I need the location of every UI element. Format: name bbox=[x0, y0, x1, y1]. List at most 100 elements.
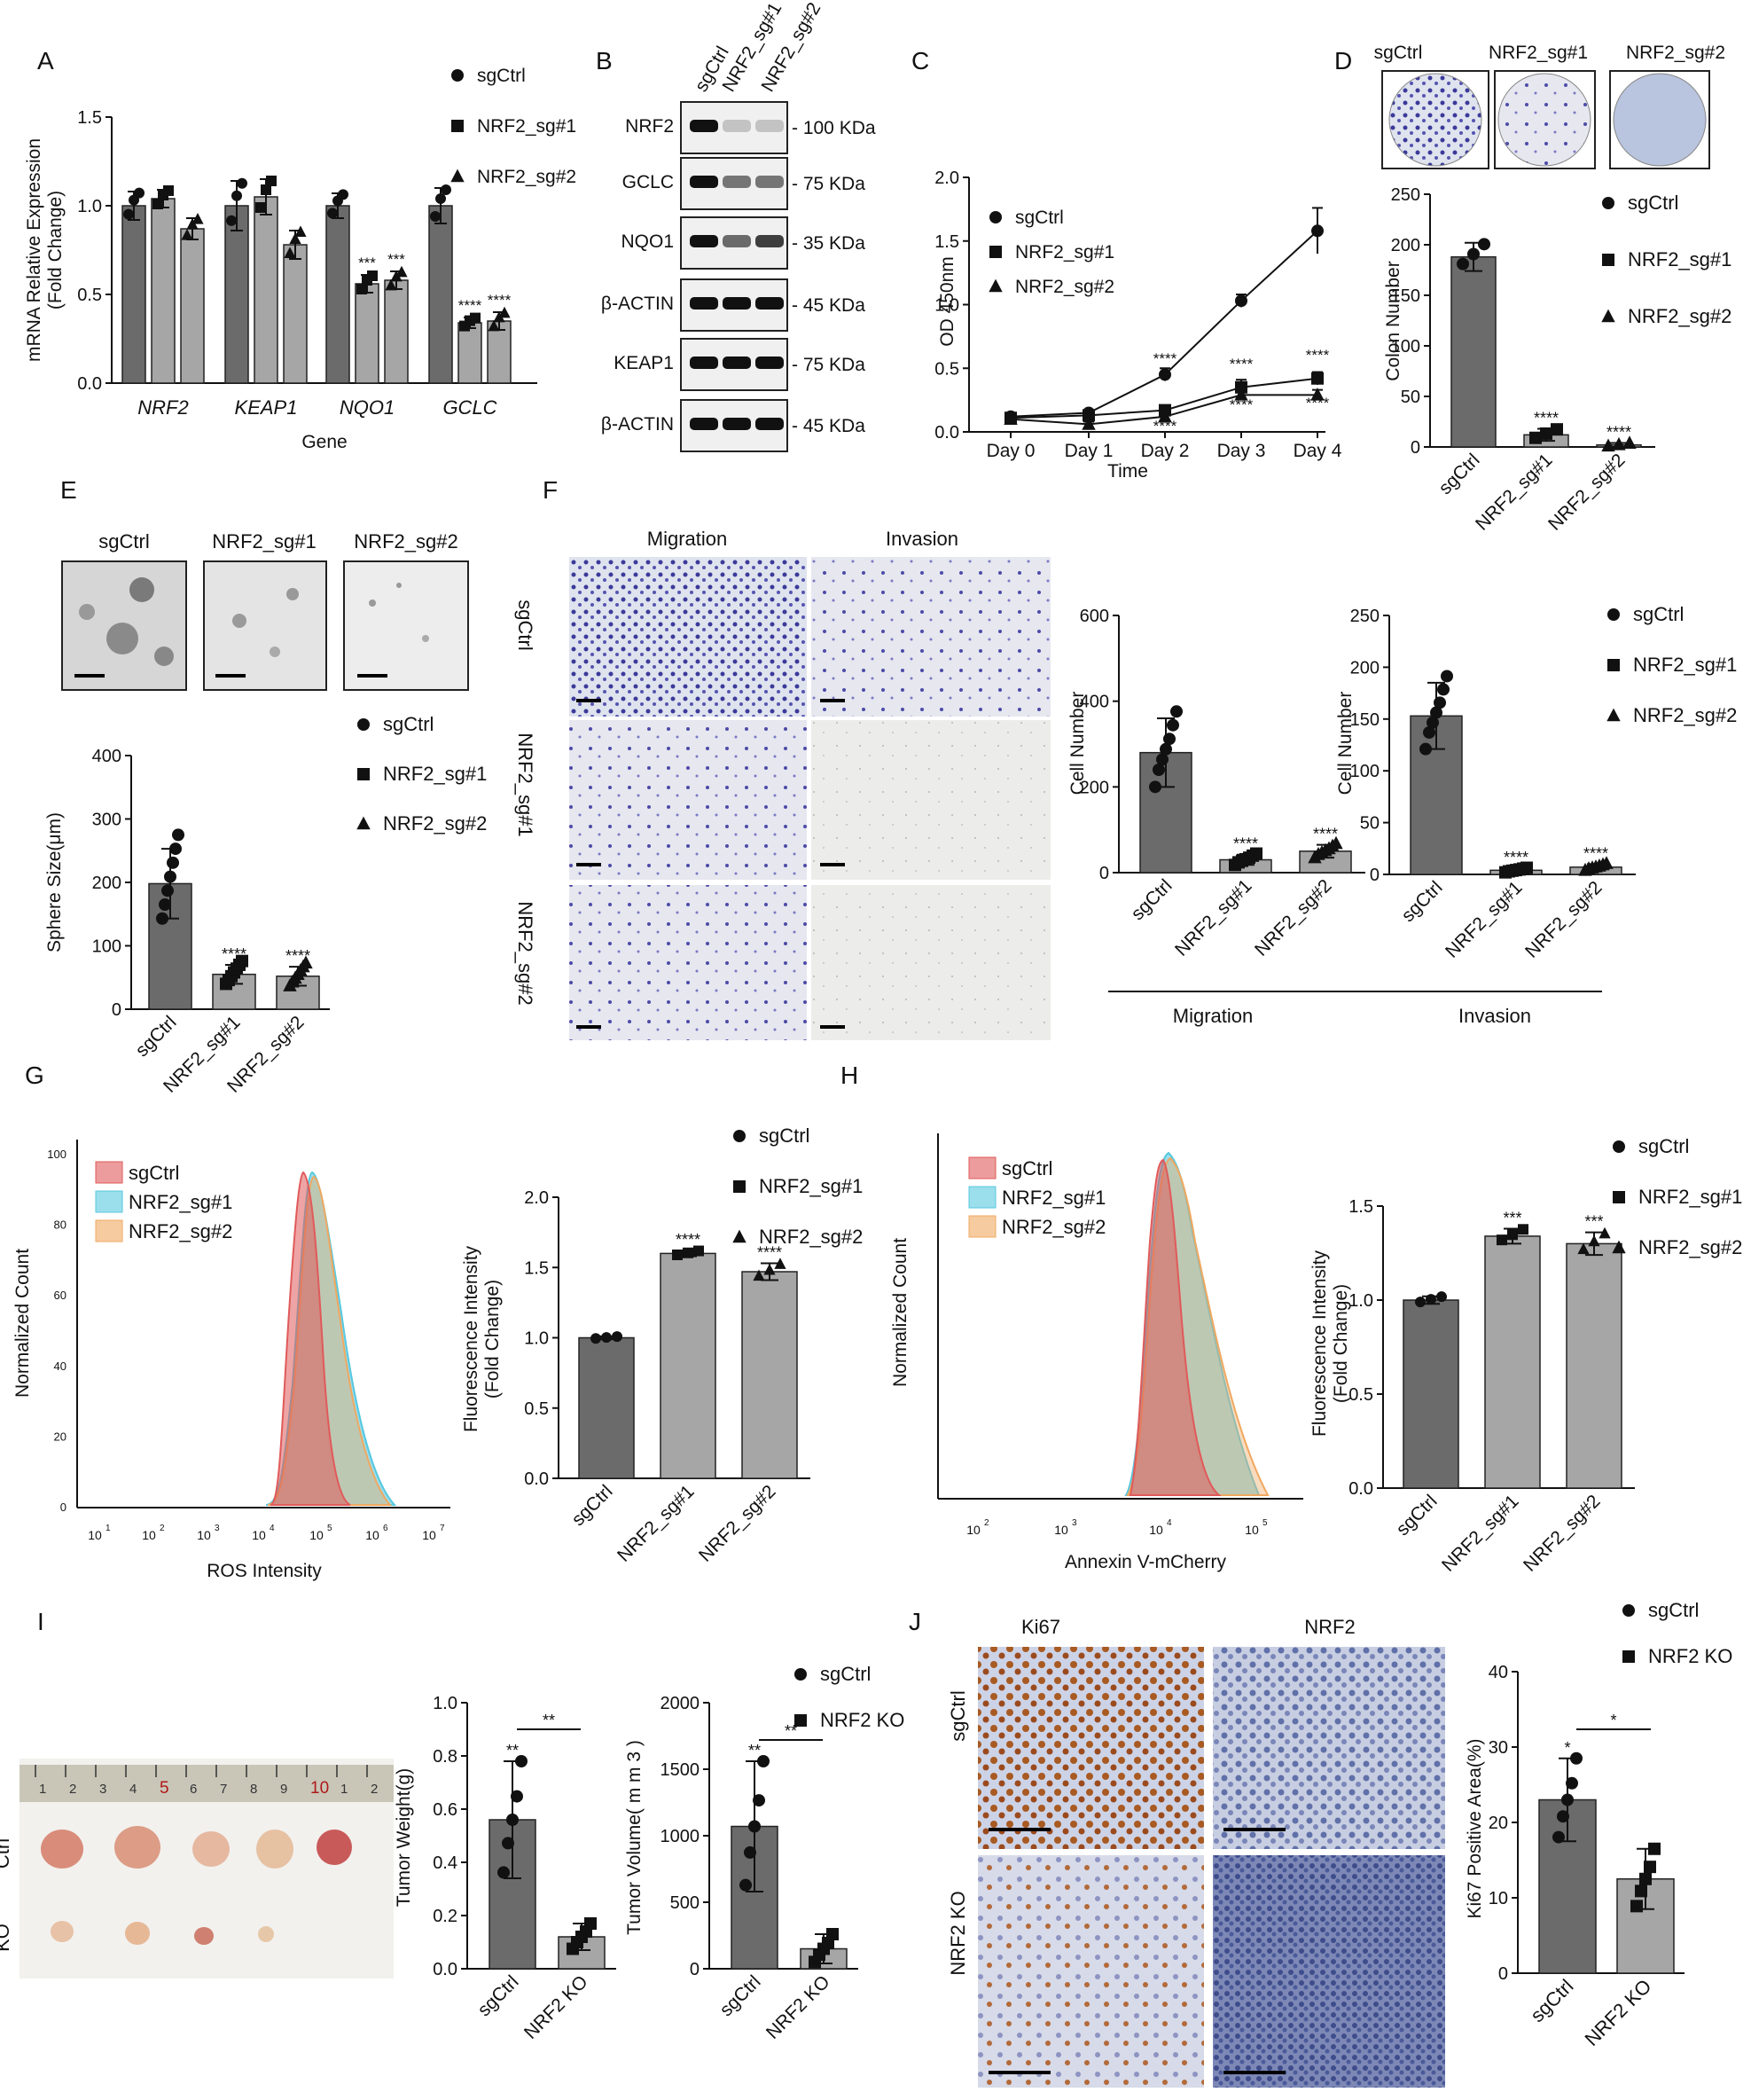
significance-label: **** bbox=[1534, 409, 1559, 427]
x-tick-exponent: 6 bbox=[383, 1524, 388, 1533]
data-point bbox=[1437, 683, 1450, 696]
y-axis-label-line: OD 450nm bbox=[937, 256, 958, 347]
legend-marker bbox=[450, 168, 465, 183]
panel-letter-c: C bbox=[911, 47, 929, 74]
data-point bbox=[826, 1928, 839, 1940]
x-tick-label: NRF2 KO bbox=[1580, 1975, 1655, 2050]
blot-row-label: KEAP1 bbox=[614, 353, 674, 373]
significance-label: *** bbox=[1503, 1209, 1521, 1226]
tumor bbox=[317, 1830, 352, 1865]
data-point bbox=[1599, 1226, 1611, 1239]
transwell-image bbox=[569, 557, 807, 717]
data-point bbox=[1630, 1900, 1643, 1913]
data-point bbox=[327, 208, 338, 219]
legend-label: NRF2_sg#2 bbox=[1628, 305, 1731, 327]
data-point bbox=[1310, 387, 1325, 401]
blot-band bbox=[690, 176, 718, 188]
bar bbox=[384, 279, 409, 384]
data-point bbox=[488, 319, 500, 332]
transwell-image bbox=[811, 720, 1051, 880]
ruler-number: 7 bbox=[220, 1782, 227, 1797]
legend-label: sgCtrl bbox=[759, 1124, 809, 1147]
data-point bbox=[261, 184, 271, 195]
plate-label: sgCtrl bbox=[1374, 43, 1423, 63]
data-point bbox=[161, 884, 174, 897]
y-axis-label-line: Cell Number bbox=[1067, 692, 1088, 795]
bar bbox=[457, 322, 482, 384]
data-point bbox=[515, 1755, 528, 1767]
data-point bbox=[1250, 847, 1262, 860]
tumor bbox=[194, 1927, 214, 1945]
data-point bbox=[236, 954, 248, 968]
data-point bbox=[1170, 705, 1183, 718]
y-axis-label: Fluorescence Intensity(Fold Change) bbox=[461, 1245, 503, 1432]
data-point bbox=[266, 176, 277, 186]
legend-marker bbox=[357, 768, 370, 780]
bar bbox=[121, 205, 146, 384]
data-point bbox=[1423, 725, 1435, 739]
transwell-column-label: Invasion bbox=[886, 528, 958, 550]
x-tick-label: NQO1 bbox=[340, 396, 395, 419]
x-tick-label: 10 bbox=[197, 1528, 211, 1542]
data-point bbox=[1311, 372, 1324, 385]
legend-marker bbox=[356, 816, 371, 830]
y-axis-label: Normalized Count bbox=[890, 1238, 911, 1387]
data-point bbox=[1557, 1810, 1569, 1823]
data-point bbox=[1415, 1297, 1426, 1308]
x-tick-label: 10 bbox=[365, 1528, 379, 1542]
blot-row-label: NRF2 bbox=[625, 116, 674, 137]
data-point bbox=[294, 225, 307, 237]
data-point bbox=[156, 912, 168, 925]
y-tick-label: 100 bbox=[92, 937, 121, 957]
x-tick-label: sgCtrl bbox=[1392, 1491, 1441, 1540]
data-point bbox=[1648, 1842, 1661, 1855]
y-tick-label: 0.0 bbox=[433, 1960, 457, 1979]
significance-label: ** bbox=[506, 1742, 519, 1759]
transwell-image bbox=[811, 885, 1051, 1040]
data-point bbox=[430, 211, 441, 222]
blot-band bbox=[690, 297, 718, 310]
y-tick-label: 20 bbox=[1489, 1814, 1508, 1833]
legend-marker bbox=[1607, 659, 1620, 671]
y-axis-label-line: Tumor Weight(g) bbox=[394, 1768, 414, 1907]
ihc-column-label: NRF2 bbox=[1304, 1616, 1355, 1638]
data-point bbox=[1478, 238, 1490, 251]
legend-label: NRF2_sg#2 bbox=[1015, 277, 1114, 297]
data-point bbox=[1004, 411, 1018, 425]
x-tick-label: 10 bbox=[1245, 1523, 1259, 1537]
y-tick-label: 0.0 bbox=[524, 1469, 549, 1489]
legend-marker bbox=[1622, 1650, 1635, 1663]
data-point bbox=[159, 898, 171, 912]
panel-letter-f: F bbox=[543, 476, 558, 504]
legend-label: NRF2_sg#2 bbox=[1638, 1236, 1742, 1258]
data-point bbox=[1520, 861, 1533, 874]
data-point bbox=[1311, 224, 1324, 238]
legend-swatch bbox=[968, 1215, 997, 1238]
legend-marker bbox=[989, 246, 1002, 258]
bar bbox=[1403, 1299, 1459, 1489]
x-tick-label: sgCtrl bbox=[1397, 877, 1446, 926]
x-tick-label: NRF2_sg#2 bbox=[1520, 1491, 1605, 1576]
x-tick-label: Day 0 bbox=[987, 441, 1036, 461]
y-tick-label: 2.0 bbox=[934, 168, 959, 188]
tumor-row-label: KO bbox=[0, 1924, 13, 1952]
x-tick-exponent: 4 bbox=[270, 1524, 275, 1533]
transwell-column-label: Migration bbox=[647, 528, 727, 550]
data-point bbox=[338, 189, 348, 200]
data-point bbox=[1160, 742, 1172, 756]
data-point bbox=[672, 1249, 683, 1260]
x-tick-label: NRF2_sg#2 bbox=[695, 1481, 780, 1566]
legend-marker bbox=[1601, 309, 1615, 323]
significance-label: **** bbox=[458, 297, 482, 314]
x-tick-label: sgCtrl bbox=[567, 1481, 616, 1530]
x-tick-label: NRF2_sg#1 bbox=[1171, 875, 1256, 960]
group-label: Invasion bbox=[1458, 1005, 1531, 1027]
legend-swatch bbox=[968, 1156, 997, 1179]
data-point bbox=[1561, 1793, 1574, 1806]
data-point bbox=[1612, 436, 1626, 451]
y-tick-label: 200 bbox=[1080, 778, 1109, 797]
legend-label: NRF2_sg#2 bbox=[477, 167, 576, 187]
y-tick-label: 0 bbox=[112, 1000, 121, 1020]
bar bbox=[660, 1252, 716, 1479]
data-point bbox=[1566, 1776, 1578, 1790]
